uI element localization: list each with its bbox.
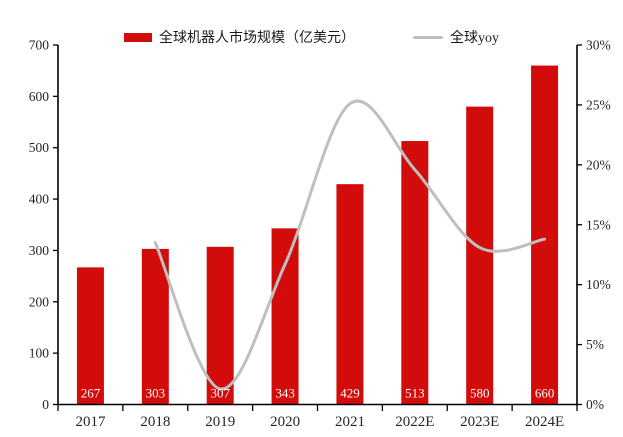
bar-value-label-2024E: 660 — [535, 386, 555, 401]
right-axis-label-5%: 5% — [586, 337, 604, 352]
legend-item-market-size: 全球机器人市场规模（亿美元） — [124, 27, 355, 47]
bar-2024E — [531, 65, 559, 405]
line-series-swatch — [413, 35, 443, 39]
x-axis-label-2024E: 2024E — [525, 414, 564, 430]
bar-2020 — [271, 228, 299, 405]
legend-label-market-size: 全球机器人市场规模（亿美元） — [159, 31, 355, 46]
bar-series-swatch — [124, 32, 152, 42]
right-axis-label-0%: 0% — [586, 397, 604, 412]
legend-item-yoy: 全球yoy — [413, 27, 499, 47]
bar-value-label-2019: 307 — [210, 386, 230, 401]
axis-frame — [57, 45, 578, 406]
x-axis-label-2021: 2021 — [335, 414, 365, 430]
bar-2017 — [76, 267, 104, 405]
left-axis-label-100: 100 — [29, 346, 50, 361]
left-axis-label-500: 500 — [29, 140, 50, 155]
left-axis-label-700: 700 — [29, 38, 50, 53]
right-axis-label-10%: 10% — [586, 277, 611, 292]
bar-2022E — [401, 141, 429, 405]
left-axis-label-200: 200 — [29, 294, 50, 309]
left-axis-label-0: 0 — [42, 397, 49, 412]
bar-value-label-2023E: 580 — [470, 386, 490, 401]
bar-value-label-2021: 429 — [340, 386, 360, 401]
x-axis-label-2023E: 2023E — [460, 414, 499, 430]
x-axis-label-2019: 2019 — [205, 414, 235, 430]
x-axis-label-2020: 2020 — [270, 414, 300, 430]
x-axis-label-2022E: 2022E — [395, 414, 434, 430]
bar-value-label-2020: 343 — [275, 386, 295, 401]
x-axis-label-2017: 2017 — [75, 414, 106, 430]
right-axis-label-20%: 20% — [586, 157, 611, 172]
left-axis-label-600: 600 — [29, 89, 50, 104]
bar-2018 — [141, 248, 169, 405]
bar-value-label-2017: 267 — [81, 386, 101, 401]
right-axis-label-25%: 25% — [586, 97, 611, 112]
left-axis-label-400: 400 — [29, 192, 50, 207]
bar-2021 — [336, 184, 364, 405]
yoy-line — [153, 99, 547, 391]
right-axis-label-30%: 30% — [586, 38, 611, 53]
bar-2023E — [466, 106, 494, 405]
legend-label-yoy: 全球yoy — [450, 31, 499, 46]
left-axis-label-300: 300 — [29, 243, 50, 258]
right-axis-label-15%: 15% — [586, 217, 611, 232]
x-axis-label-2018: 2018 — [140, 414, 170, 430]
bar-value-label-2022E: 513 — [405, 386, 425, 401]
bar-2019 — [206, 246, 234, 405]
bar-value-label-2018: 303 — [146, 386, 166, 401]
chart-legend: 全球机器人市场规模（亿美元） 全球yoy — [0, 27, 623, 47]
